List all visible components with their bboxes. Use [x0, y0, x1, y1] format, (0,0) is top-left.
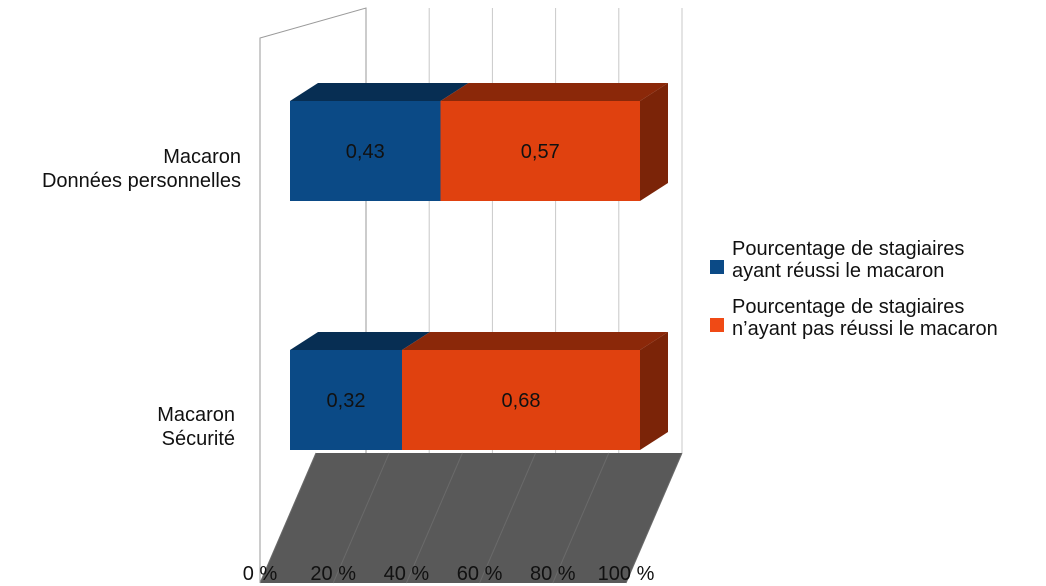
legend-label: Pourcentage de stagiaires ayant réussi l…	[732, 238, 998, 282]
category-label-line: Sécurité	[161, 428, 235, 450]
bar-top-face	[402, 332, 668, 350]
floor-gridline	[479, 452, 537, 584]
bar-top-face	[290, 83, 469, 101]
legend-label-line: Pourcentage de stagiaires	[732, 296, 965, 318]
category-label-line: Macaron	[157, 404, 235, 426]
bar-top-face	[440, 83, 668, 101]
bar-segment	[290, 350, 402, 450]
x-axis-ticks: 0 % 20 % 40 % 60 % 80 % 100 %	[243, 563, 655, 585]
legend-label-line: Pourcentage de stagiaires	[732, 238, 965, 260]
data-label: 0,57	[521, 141, 560, 163]
left-wall	[259, 7, 367, 583]
data-label: 0,43	[346, 141, 385, 163]
bar-segment	[402, 350, 640, 450]
data-labels: 0,43 0,57 0,32 0,68	[327, 141, 560, 412]
chart-floor	[260, 453, 682, 583]
legend-label: Pourcentage de stagiaires n’ayant pas ré…	[732, 296, 998, 340]
legend-swatch	[710, 318, 724, 332]
data-label: 0,32	[327, 390, 366, 412]
bar-side-face	[640, 332, 668, 450]
category-label-line: Données personnelles	[41, 170, 241, 192]
x-tick-label: 20 %	[310, 563, 356, 585]
floor-gridline	[552, 452, 610, 584]
legend-label-line: n’ayant pas réussi le macaron	[732, 318, 998, 340]
bars	[290, 83, 668, 450]
bar-side-face	[640, 83, 668, 201]
legend-item: Pourcentage de stagiaires n’ayant pas ré…	[710, 296, 998, 340]
x-tick-label: 0 %	[243, 563, 278, 585]
floor-gridline	[405, 452, 463, 584]
category-label-line: Macaron	[163, 146, 241, 168]
left-wall-edge	[259, 7, 367, 583]
x-tick-label: 60 %	[457, 563, 503, 585]
bar-segment	[290, 101, 441, 201]
x-tick-label: 100 %	[598, 563, 655, 585]
floor-gridline	[625, 452, 683, 584]
floor-gridline	[259, 452, 317, 584]
legend-item: Pourcentage de stagiaires ayant réussi l…	[710, 238, 998, 282]
bar-segment	[440, 101, 640, 201]
data-label: 0,68	[502, 390, 541, 412]
legend-swatch	[710, 260, 724, 274]
x-tick-label: 80 %	[530, 563, 576, 585]
x-tick-label: 40 %	[384, 563, 430, 585]
legend-label-line: ayant réussi le macaron	[732, 260, 945, 282]
floor-gridline	[332, 452, 390, 584]
bar-top-face	[290, 332, 430, 350]
floor-grid	[259, 452, 683, 584]
legend: Pourcentage de stagiaires ayant réussi l…	[710, 238, 998, 354]
category-label: Macaron Sécurité	[157, 403, 235, 451]
category-label: Macaron Données personnelles	[42, 145, 241, 193]
